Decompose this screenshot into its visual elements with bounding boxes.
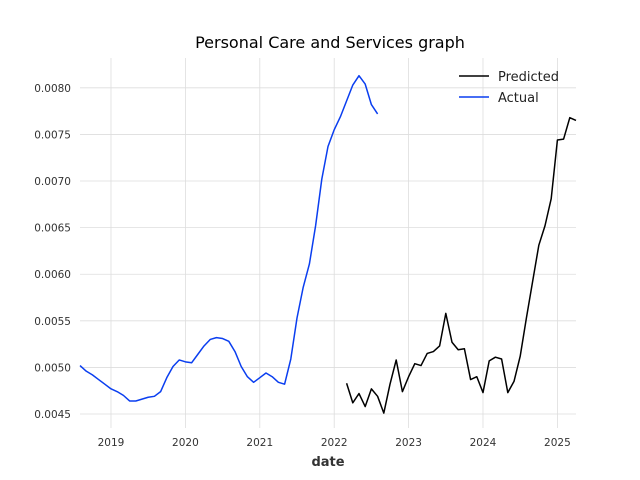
y-tick-label: 0.0060 bbox=[34, 269, 71, 281]
y-tick-label: 0.0050 bbox=[34, 362, 71, 374]
y-tick-label: 0.0045 bbox=[34, 409, 71, 421]
x-tick-label: 2019 bbox=[98, 437, 125, 449]
legend-label-predicted: Predicted bbox=[498, 70, 559, 85]
tick-labels: 2019 2020 2021 2022 2023 2024 2025 0.0045 0.0050… bbox=[34, 83, 571, 449]
y-tick-label: 0.0065 bbox=[34, 223, 71, 235]
x-tick-label: 2024 bbox=[470, 437, 497, 449]
y-tick-label: 0.0080 bbox=[34, 83, 71, 95]
grid bbox=[80, 58, 576, 428]
series-lines bbox=[79, 74, 577, 414]
series-line-predicted bbox=[345, 116, 577, 414]
legend-label-actual: Actual bbox=[498, 91, 539, 106]
y-tick-label: 0.0055 bbox=[34, 316, 71, 328]
x-tick-label: 2021 bbox=[246, 437, 273, 449]
chart-title: Personal Care and Services graph bbox=[195, 33, 465, 52]
x-tick-label: 2022 bbox=[321, 437, 348, 449]
y-tick-label: 0.0070 bbox=[34, 176, 71, 188]
x-tick-label: 2020 bbox=[172, 437, 199, 449]
series-line-actual bbox=[79, 74, 379, 402]
x-tick-label: 2023 bbox=[395, 437, 422, 449]
x-axis-label: date bbox=[311, 455, 344, 470]
legend: Predicted Actual bbox=[459, 70, 559, 106]
y-tick-label: 0.0075 bbox=[34, 129, 71, 141]
x-tick-label: 2025 bbox=[544, 437, 571, 449]
